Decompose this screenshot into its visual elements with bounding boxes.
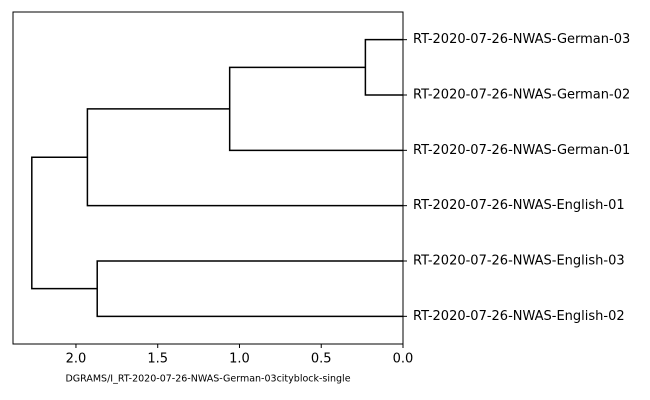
x-tick-label: 0.5 [311,352,332,367]
x-tick-label: 2.0 [66,352,87,367]
leaf-label: RT-2020-07-26-NWAS-English-03 [413,254,625,269]
leaf-label: RT-2020-07-26-NWAS-English-02 [413,309,625,324]
x-tick-label: 1.0 [229,352,250,367]
leaf-label: RT-2020-07-26-NWAS-English-01 [413,198,625,213]
dendrogram-link [86,108,403,207]
x-tick-label: 0.0 [393,352,414,367]
dendrogram-link [96,260,403,318]
dendrogram-link [31,156,98,290]
x-tick-label: 1.5 [147,352,168,367]
dendrogram-link [228,66,403,152]
dendrogram-link [364,38,403,96]
leaf-label: RT-2020-07-26-NWAS-German-03 [413,32,630,47]
leaf-label: RT-2020-07-26-NWAS-German-02 [413,88,630,103]
plot-frame [12,11,404,345]
x-axis-label: DGRAMS/I_RT-2020-07-26-NWAS-German-03cit… [65,374,350,385]
leaf-label: RT-2020-07-26-NWAS-German-01 [413,143,630,158]
